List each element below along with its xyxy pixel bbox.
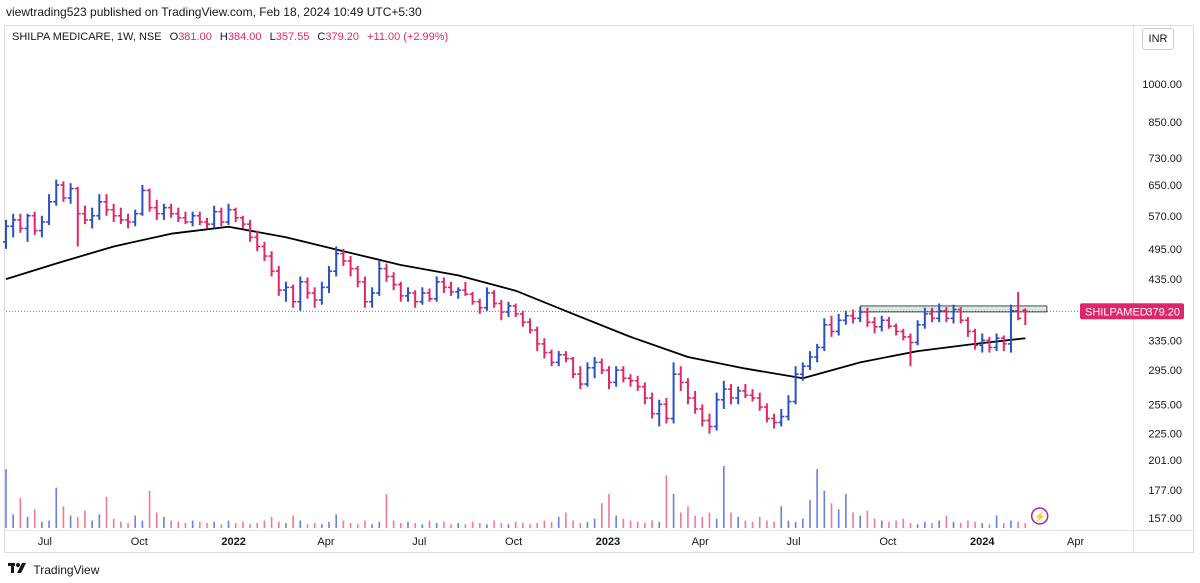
- change-value: +11.00 (+2.99%): [367, 31, 449, 43]
- open-value: 381.00: [178, 31, 212, 43]
- footer-brand[interactable]: TradingView: [33, 562, 100, 577]
- low-label: L: [269, 31, 276, 43]
- high-label: H: [219, 31, 228, 43]
- open-label: O: [169, 31, 179, 43]
- symbol-name[interactable]: SHILPA MEDICARE, 1W, NSE: [12, 31, 162, 43]
- high-value: 384.00: [227, 31, 262, 43]
- symbol-legend: SHILPA MEDICARE, 1W, NSE O381.00 H384.00…: [12, 31, 448, 43]
- currency-button[interactable]: INR: [1142, 28, 1174, 50]
- footer: TradingView: [0, 556, 1200, 582]
- chart-frame: [4, 25, 1194, 553]
- tradingview-logo-icon[interactable]: [8, 557, 26, 583]
- low-value: 357.55: [275, 31, 310, 43]
- close-value: 379.20: [325, 31, 360, 43]
- publish-info: viewtrading523 published on TradingView.…: [6, 5, 422, 19]
- close-label: C: [317, 31, 326, 43]
